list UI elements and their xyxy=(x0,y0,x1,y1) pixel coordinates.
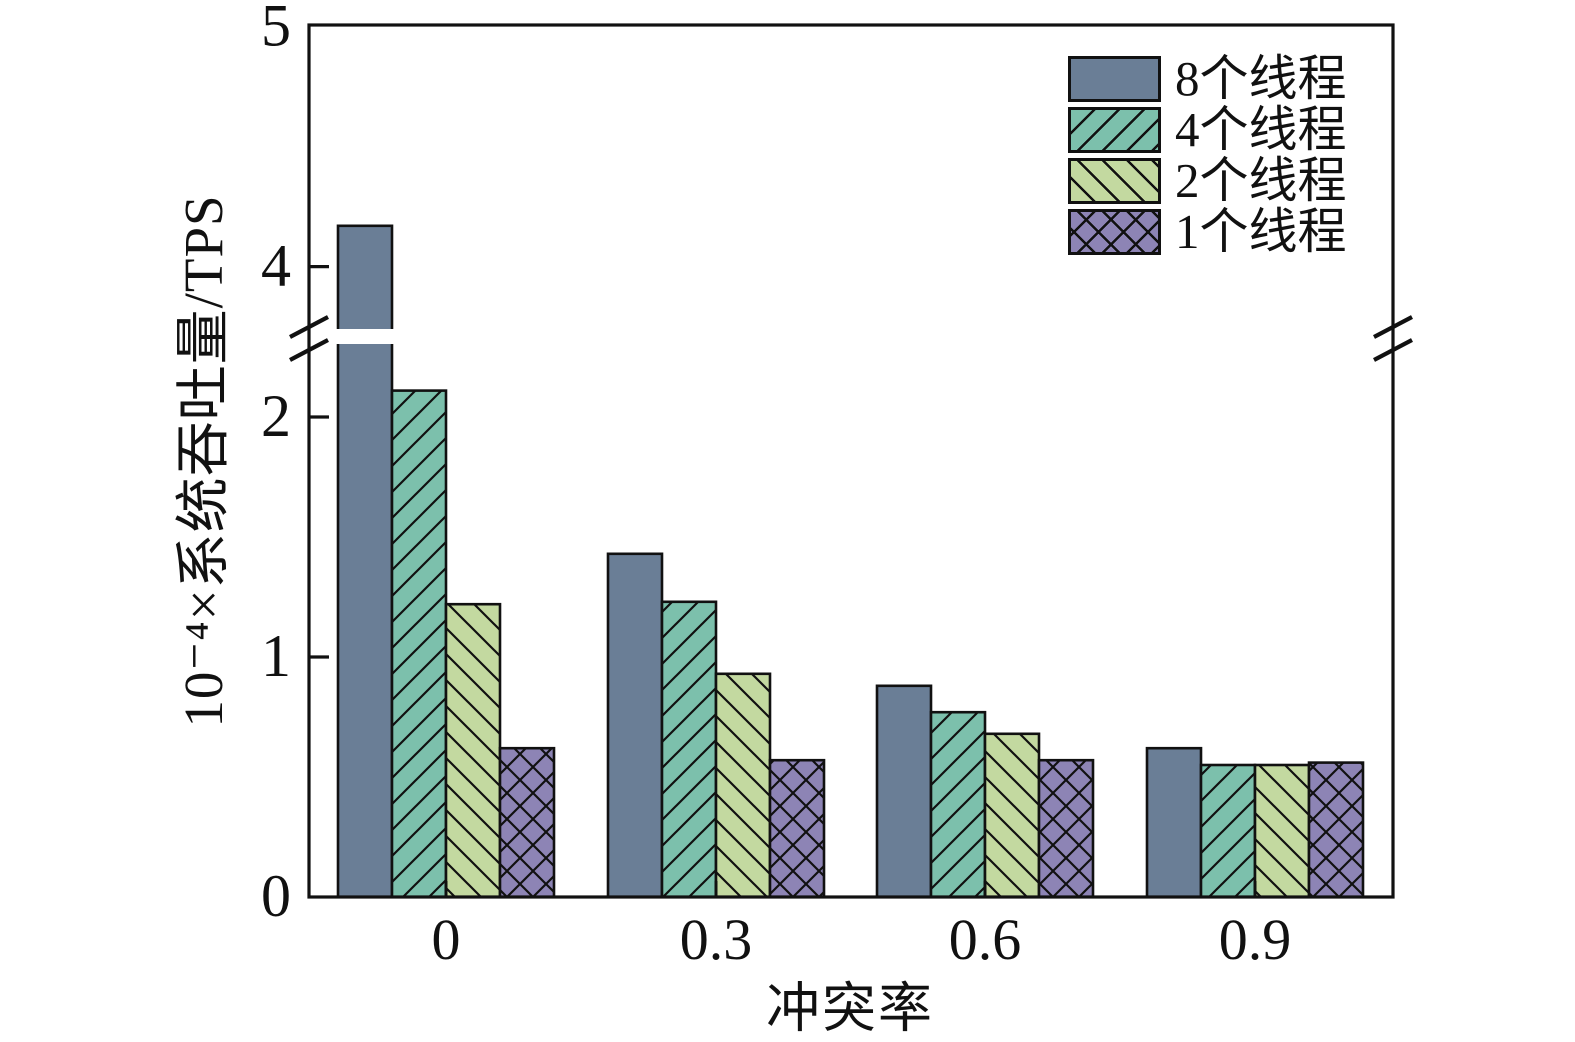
legend-item-8-threads: 8个线程 xyxy=(1068,51,1347,106)
y-tick-label: 0 xyxy=(261,863,291,929)
legend-item-4-threads: 4个线程 xyxy=(1068,102,1347,157)
y-tick-label: 2 xyxy=(261,383,291,449)
plot-border xyxy=(307,23,1395,899)
bar-4个线程-x0.6 xyxy=(929,710,987,899)
legend: 8个线程 4个线程 2个线程 1个线程 xyxy=(1068,51,1347,260)
legend-label-4-threads: 4个线程 xyxy=(1175,102,1347,157)
bar-8个线程-x0.6 xyxy=(875,684,933,899)
y-axis-title: 10⁻⁴×系统吞吐量/TPS xyxy=(173,194,234,728)
x-tick-label: 0.9 xyxy=(1219,907,1292,972)
bar-2个线程-x0 xyxy=(444,602,502,899)
axis-break-band xyxy=(335,329,395,344)
legend-swatch-2-threads xyxy=(1068,157,1161,204)
x-axis-title: 冲突率 xyxy=(766,978,934,1039)
bar-8个线程-x0 xyxy=(335,224,395,899)
bar-2个线程-x0.6 xyxy=(983,732,1041,899)
legend-label-2-threads: 2个线程 xyxy=(1175,153,1347,208)
x-tick-label: 0 xyxy=(432,907,461,972)
legend-label-1-thread: 1个线程 xyxy=(1175,204,1347,259)
bar-1个线程-x0.9 xyxy=(1307,761,1365,899)
axis-break-mark xyxy=(1373,338,1413,362)
legend-item-2-threads: 2个线程 xyxy=(1068,153,1347,208)
legend-item-1-thread: 1个线程 xyxy=(1068,204,1347,259)
bar-1个线程-x0.3 xyxy=(768,758,826,899)
axis-break-mark xyxy=(289,338,329,362)
y-tick-label: 4 xyxy=(261,233,291,299)
x-tick-label: 0.6 xyxy=(949,907,1022,972)
bar-1个线程-x0.6 xyxy=(1037,758,1095,899)
y-tick-label: 1 xyxy=(261,623,291,689)
x-tick-label: 0.3 xyxy=(680,907,753,972)
bar-1个线程-x0 xyxy=(498,746,556,899)
legend-swatch-1-thread xyxy=(1068,208,1161,255)
bar-2个线程-x0.9 xyxy=(1253,763,1311,899)
bar-8个线程-x0.3 xyxy=(606,552,664,899)
y-tick-label: 5 xyxy=(261,0,291,59)
bar-2个线程-x0.3 xyxy=(714,672,772,899)
legend-swatch-4-threads xyxy=(1068,106,1161,153)
bar-4个线程-x0.3 xyxy=(660,600,718,899)
legend-label-8-threads: 8个线程 xyxy=(1175,51,1347,106)
bar-4个线程-x0 xyxy=(390,389,448,899)
axis-break-mark xyxy=(1373,315,1413,339)
bar-4个线程-x0.9 xyxy=(1199,763,1257,899)
axis-break-mark xyxy=(289,315,329,339)
bar-8个线程-x0.9 xyxy=(1145,746,1203,899)
legend-swatch-8-threads xyxy=(1068,55,1161,102)
